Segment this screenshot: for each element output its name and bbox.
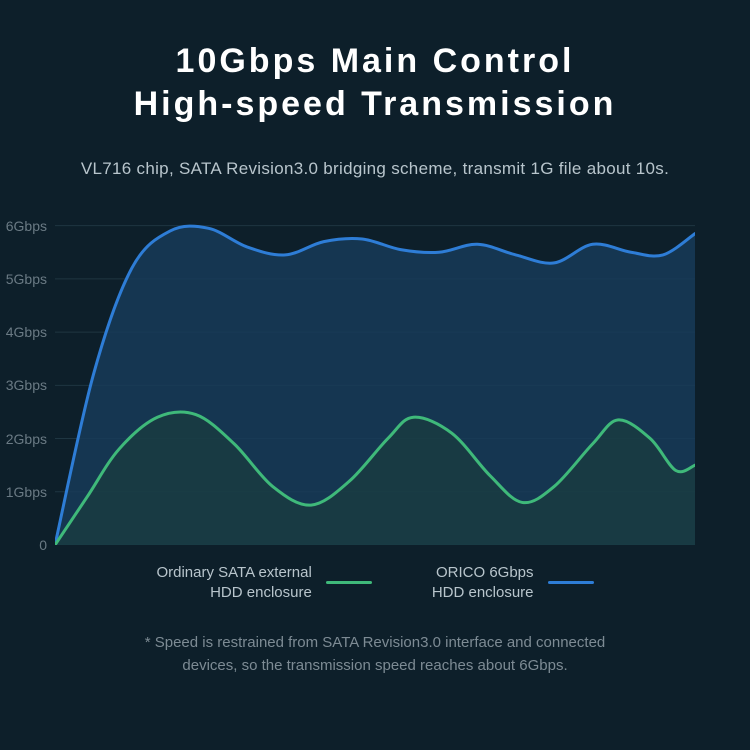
y-axis-label: 3Gbps xyxy=(6,377,47,393)
y-axis-label: 4Gbps xyxy=(6,324,47,340)
y-axis-label: 0 xyxy=(39,537,47,553)
speed-chart: 01Gbps2Gbps3Gbps4Gbps5Gbps6Gbps xyxy=(55,215,695,545)
legend-label-green: Ordinary SATA external HDD enclosure xyxy=(156,563,311,602)
chart-legend: Ordinary SATA external HDD enclosure ORI… xyxy=(0,563,750,602)
footnote: * Speed is restrained from SATA Revision… xyxy=(0,632,750,677)
y-axis-label: 5Gbps xyxy=(6,271,47,287)
title-line1: 10Gbps Main Control xyxy=(176,42,575,80)
legend-label-blue: ORICO 6Gbps HDD enclosure xyxy=(432,563,534,602)
y-axis-label: 2Gbps xyxy=(6,431,47,447)
chart-svg xyxy=(55,215,695,545)
y-axis-label: 6Gbps xyxy=(6,218,47,234)
title-line2: High-speed Transmission xyxy=(134,85,617,123)
y-axis-label: 1Gbps xyxy=(6,484,47,500)
legend-item-green: Ordinary SATA external HDD enclosure xyxy=(156,563,371,602)
legend-item-blue: ORICO 6Gbps HDD enclosure xyxy=(432,563,594,602)
page-title: 10Gbps Main Control High-speed Transmiss… xyxy=(0,0,750,125)
legend-swatch-green xyxy=(326,581,372,585)
legend-swatch-blue xyxy=(548,581,594,585)
subtitle: VL716 chip, SATA Revision3.0 bridging sc… xyxy=(0,159,750,179)
